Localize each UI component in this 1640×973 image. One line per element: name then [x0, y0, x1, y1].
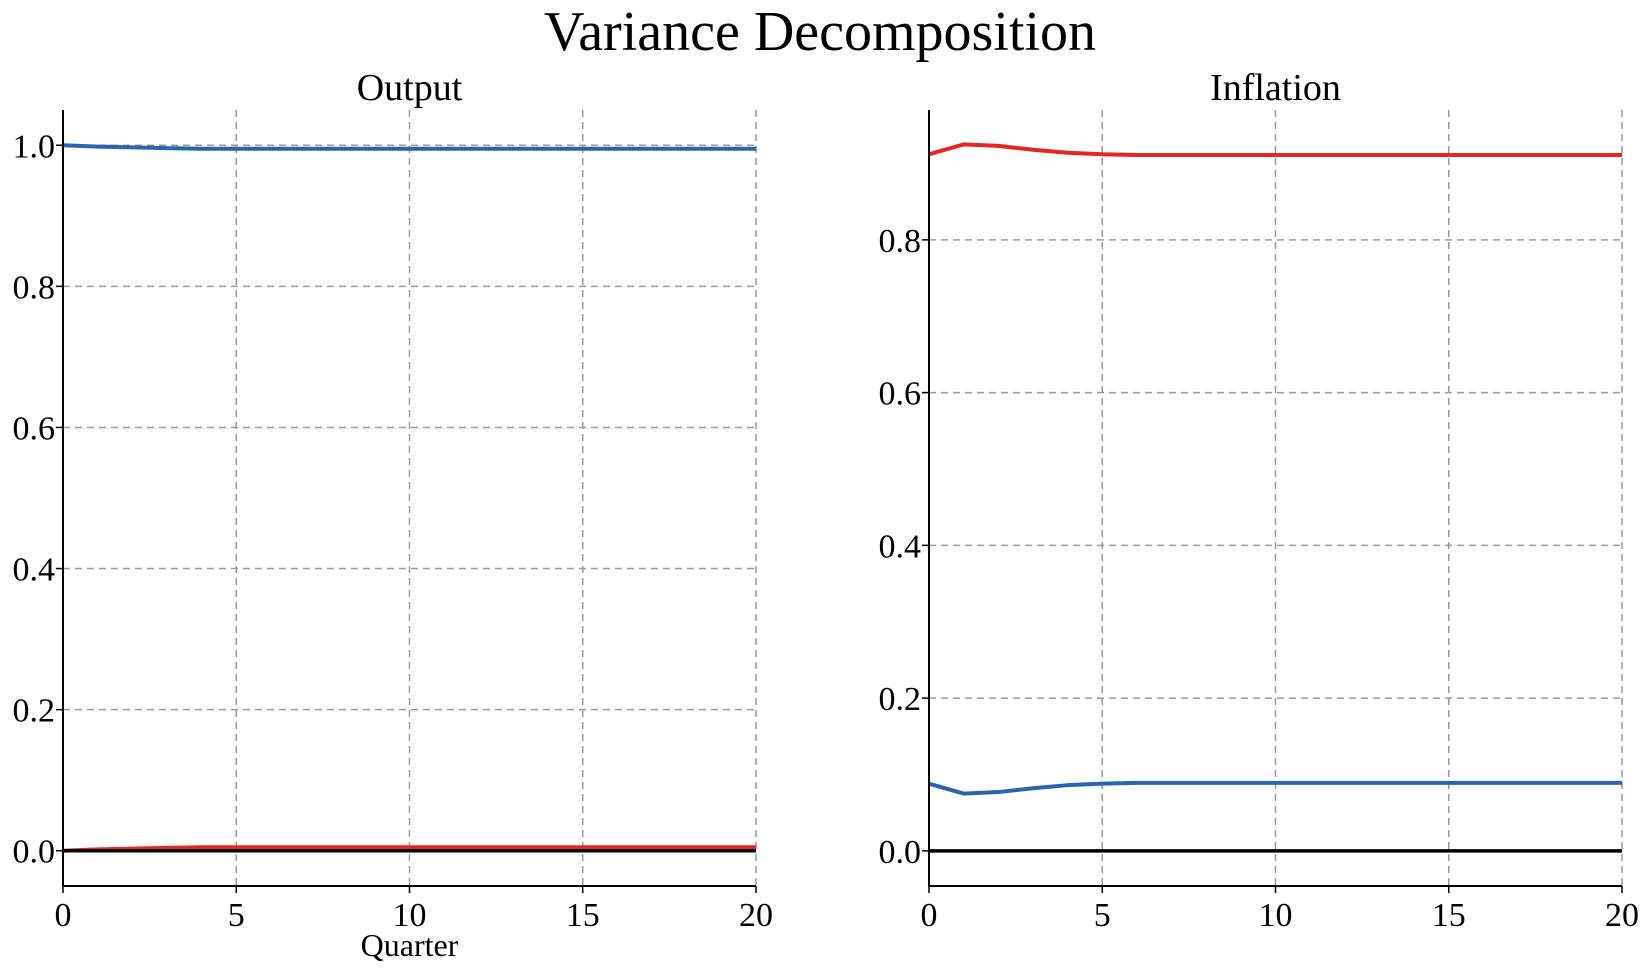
y-tick-label-3: 0.6 [13, 410, 56, 447]
panel-title: Inflation [1210, 67, 1341, 109]
y-tick-label-4: 0.8 [879, 223, 922, 260]
x-axis-label: Quarter [361, 927, 459, 963]
chart-output: 0 5 10 15 20 0.0 0.2 0.4 0.6 0.8 1.0 Output Quarter [13, 67, 774, 963]
x-tick-label-0: 0 [921, 897, 938, 934]
y-tick-label-2: 0.4 [879, 528, 922, 565]
x-tick-label-2: 10 [393, 897, 427, 934]
y-tick-label-1: 0.2 [13, 693, 56, 730]
x-tick-label-4: 20 [739, 897, 773, 934]
x-tick-label-4: 20 [1605, 897, 1639, 934]
x-tick-label-3: 15 [1432, 897, 1466, 934]
series-line-1 [62, 845, 756, 853]
panel-title: Output [357, 67, 463, 109]
y-tick-label-3: 0.6 [879, 376, 922, 413]
series-line-0 [928, 142, 1622, 158]
y-tick-label-1: 0.2 [879, 681, 922, 718]
y-tick-label-5: 1.0 [13, 128, 56, 165]
y-tick-label-4: 0.8 [13, 269, 56, 306]
x-tick-label-1: 5 [228, 897, 245, 934]
chart-inflation: 0 5 10 15 20 0.0 0.2 0.4 0.6 0.8 Inflation [879, 67, 1640, 934]
x-tick-label-0: 0 [55, 897, 72, 934]
series-line-1 [928, 780, 1622, 796]
y-tick-label-0: 0.0 [13, 834, 56, 871]
x-tick-label-1: 5 [1094, 897, 1111, 934]
y-tick-label-2: 0.4 [13, 552, 56, 589]
x-tick-label-2: 10 [1259, 897, 1293, 934]
x-tick-label-3: 15 [566, 897, 600, 934]
series-line-0 [62, 143, 756, 151]
figure-title: Variance Decomposition [544, 1, 1096, 63]
y-tick-label-0: 0.0 [879, 834, 922, 871]
